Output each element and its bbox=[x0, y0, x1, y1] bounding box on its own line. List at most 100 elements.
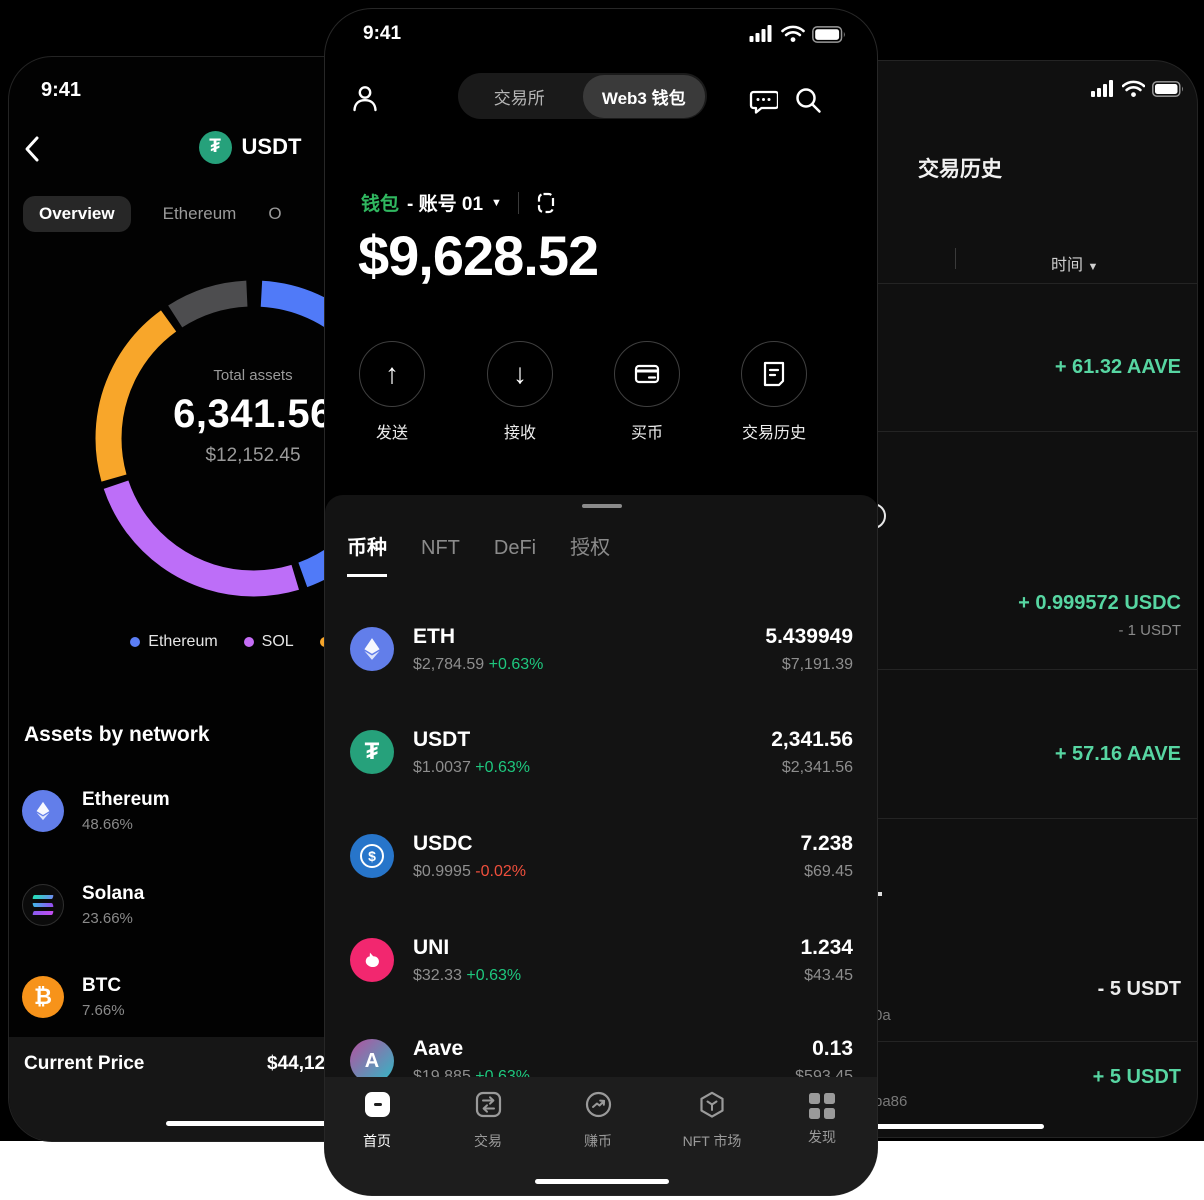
wallet-label: 钱包 bbox=[361, 194, 400, 215]
coin-row-usdc[interactable]: $ USDC $0.9995 -0.02% 7.238 $69.45 bbox=[325, 804, 877, 908]
usdt-icon: ₮ bbox=[350, 730, 394, 774]
network-row-solana[interactable]: Solana 23.66% bbox=[22, 883, 482, 927]
current-price-label: Current Price bbox=[24, 1053, 145, 1074]
nav-trade[interactable]: 交易 bbox=[443, 1091, 533, 1151]
receive-button[interactable]: ↓ 接收 bbox=[470, 341, 570, 443]
coin-symbol: UNI bbox=[413, 935, 450, 959]
divider bbox=[517, 191, 519, 214]
tab-web3-wallet[interactable]: Web3 钱包 bbox=[582, 74, 705, 118]
total-assets-value: 6,341.56 bbox=[173, 392, 333, 436]
coin-row-aave[interactable]: A Aave $19.885 +0.63% 0.13 $593.45 bbox=[325, 1009, 877, 1113]
total-balance: $9,628.52 bbox=[358, 224, 599, 287]
tab-approvals[interactable]: 授权 bbox=[570, 537, 611, 559]
filter-divider bbox=[955, 248, 956, 269]
section-title: Assets by network bbox=[24, 723, 210, 746]
discover-icon bbox=[809, 1093, 835, 1119]
nav-earn[interactable]: 赚币 bbox=[553, 1091, 643, 1151]
tx-address-fragment: ba86 bbox=[874, 1093, 908, 1110]
network-pct: 23.66% bbox=[82, 910, 133, 927]
divider bbox=[721, 669, 1197, 670]
network-row-ethereum[interactable]: Ethereum 48.66% bbox=[22, 789, 482, 833]
cellular-icon bbox=[749, 25, 772, 42]
coin-fiat: $69.45 bbox=[804, 862, 853, 880]
tab-coins[interactable]: 币种 bbox=[347, 531, 387, 577]
uni-icon bbox=[350, 938, 394, 982]
status-icons bbox=[1091, 80, 1184, 98]
legend-item-ethereum: Ethereum bbox=[130, 633, 218, 651]
status-time: 9:41 bbox=[41, 79, 82, 101]
legend-dot-ethereum bbox=[130, 637, 141, 647]
cellular-icon bbox=[1091, 80, 1113, 97]
home-indicator bbox=[874, 1124, 1044, 1129]
time-filter-label: 时间 bbox=[1051, 257, 1084, 274]
donut-segment-sol bbox=[95, 280, 412, 597]
coin-amount: 5.439949 bbox=[765, 624, 853, 648]
coin-price: $2,784.59 bbox=[413, 655, 485, 673]
coin-change: +0.63% bbox=[475, 758, 531, 776]
coin-amount: 2,341.56 bbox=[771, 727, 853, 751]
back-icon[interactable] bbox=[22, 135, 42, 163]
coin-fiat: $7,191.39 bbox=[781, 655, 853, 673]
earn-icon bbox=[585, 1091, 611, 1118]
usdt-icon: ₮ bbox=[198, 130, 232, 164]
coin-amount: 7.238 bbox=[800, 831, 853, 855]
sheet-tabs: 币种 NFT DeFi 授权 bbox=[347, 531, 610, 577]
usdc-icon: $ bbox=[350, 834, 394, 878]
tab-ethereum[interactable]: Ethereum bbox=[162, 204, 237, 223]
nav-discover[interactable]: 发现 bbox=[777, 1091, 867, 1147]
nav-home[interactable]: 首页 bbox=[332, 1091, 422, 1151]
aave-icon: A bbox=[350, 1039, 394, 1083]
tx-amount: + 0.999572 USDC bbox=[1018, 592, 1181, 614]
history-button[interactable]: 交易历史 bbox=[724, 341, 824, 443]
drag-handle[interactable] bbox=[582, 504, 622, 508]
coin-amount: 0.13 bbox=[812, 1036, 853, 1060]
status-time: 9:41 bbox=[363, 23, 402, 44]
wifi-icon bbox=[781, 25, 805, 42]
coin-row-eth[interactable]: ETH $2,784.59 +0.63% 5.439949 $7,191.39 bbox=[325, 597, 877, 701]
chevron-down-icon: ▼ bbox=[491, 196, 502, 209]
total-assets-fiat: $12,152.45 bbox=[205, 445, 301, 466]
donut-segment-btc bbox=[95, 280, 412, 597]
btc-icon: ₿ bbox=[22, 976, 64, 1018]
home-indicator bbox=[166, 1121, 334, 1126]
asset-tabs: Overview Ethereum O bbox=[23, 196, 282, 232]
coin-row-uni[interactable]: UNI $32.33 +0.63% 1.234 $43.45 bbox=[325, 908, 877, 1012]
legend-label: SOL bbox=[261, 633, 294, 650]
tab-other[interactable]: O bbox=[268, 204, 282, 223]
divider bbox=[721, 431, 1197, 432]
network-name: BTC bbox=[82, 975, 122, 996]
coin-symbol: USDT bbox=[413, 727, 471, 751]
time-filter[interactable]: 时间 ▼ bbox=[1051, 251, 1098, 275]
search-icon[interactable] bbox=[793, 85, 823, 115]
network-pct: 7.66% bbox=[82, 1002, 125, 1019]
page-title: 交易历史 bbox=[918, 158, 1002, 181]
account-selector[interactable]: 钱包 - 账号 01 ▼ bbox=[361, 189, 559, 216]
tab-exchange[interactable]: 交易所 bbox=[493, 88, 545, 108]
exchange-wallet-switcher: 交易所 Web3 钱包 bbox=[458, 73, 707, 119]
coin-row-usdt[interactable]: ₮ USDT $1.0037 +0.63% 2,341.56 $2,341.56 bbox=[325, 700, 877, 804]
send-button[interactable]: ↑ 发送 bbox=[342, 341, 442, 443]
chat-icon[interactable] bbox=[748, 85, 778, 115]
coin-symbol: USDC bbox=[413, 831, 473, 855]
profile-icon[interactable] bbox=[350, 83, 380, 113]
coin-price: $0.9995 bbox=[413, 862, 471, 880]
tab-defi[interactable]: DeFi bbox=[493, 537, 537, 559]
network-row-btc[interactable]: ₿ BTC 7.66% bbox=[22, 975, 482, 1019]
status-icons bbox=[749, 25, 846, 43]
nav-nft-market[interactable]: NFT 市场 bbox=[667, 1091, 757, 1151]
tx-sub-amount: - 1 USDT bbox=[1118, 622, 1181, 639]
network-pct: 48.66% bbox=[82, 816, 133, 833]
coin-fiat: $43.45 bbox=[804, 966, 853, 984]
buy-crypto-button[interactable]: 买币 bbox=[597, 341, 697, 443]
current-price-value: $44,12 bbox=[267, 1053, 326, 1074]
card-icon bbox=[634, 364, 660, 384]
network-name: Solana bbox=[82, 883, 145, 904]
account-name: - 账号 01 bbox=[407, 194, 484, 215]
tx-amount: + 61.32 AAVE bbox=[1054, 356, 1181, 378]
tab-nft[interactable]: NFT bbox=[421, 537, 460, 559]
wifi-icon bbox=[1122, 80, 1145, 97]
tab-overview[interactable]: Overview bbox=[23, 196, 131, 232]
coin-fiat: $2,341.56 bbox=[781, 758, 853, 776]
scan-icon[interactable] bbox=[535, 191, 559, 215]
